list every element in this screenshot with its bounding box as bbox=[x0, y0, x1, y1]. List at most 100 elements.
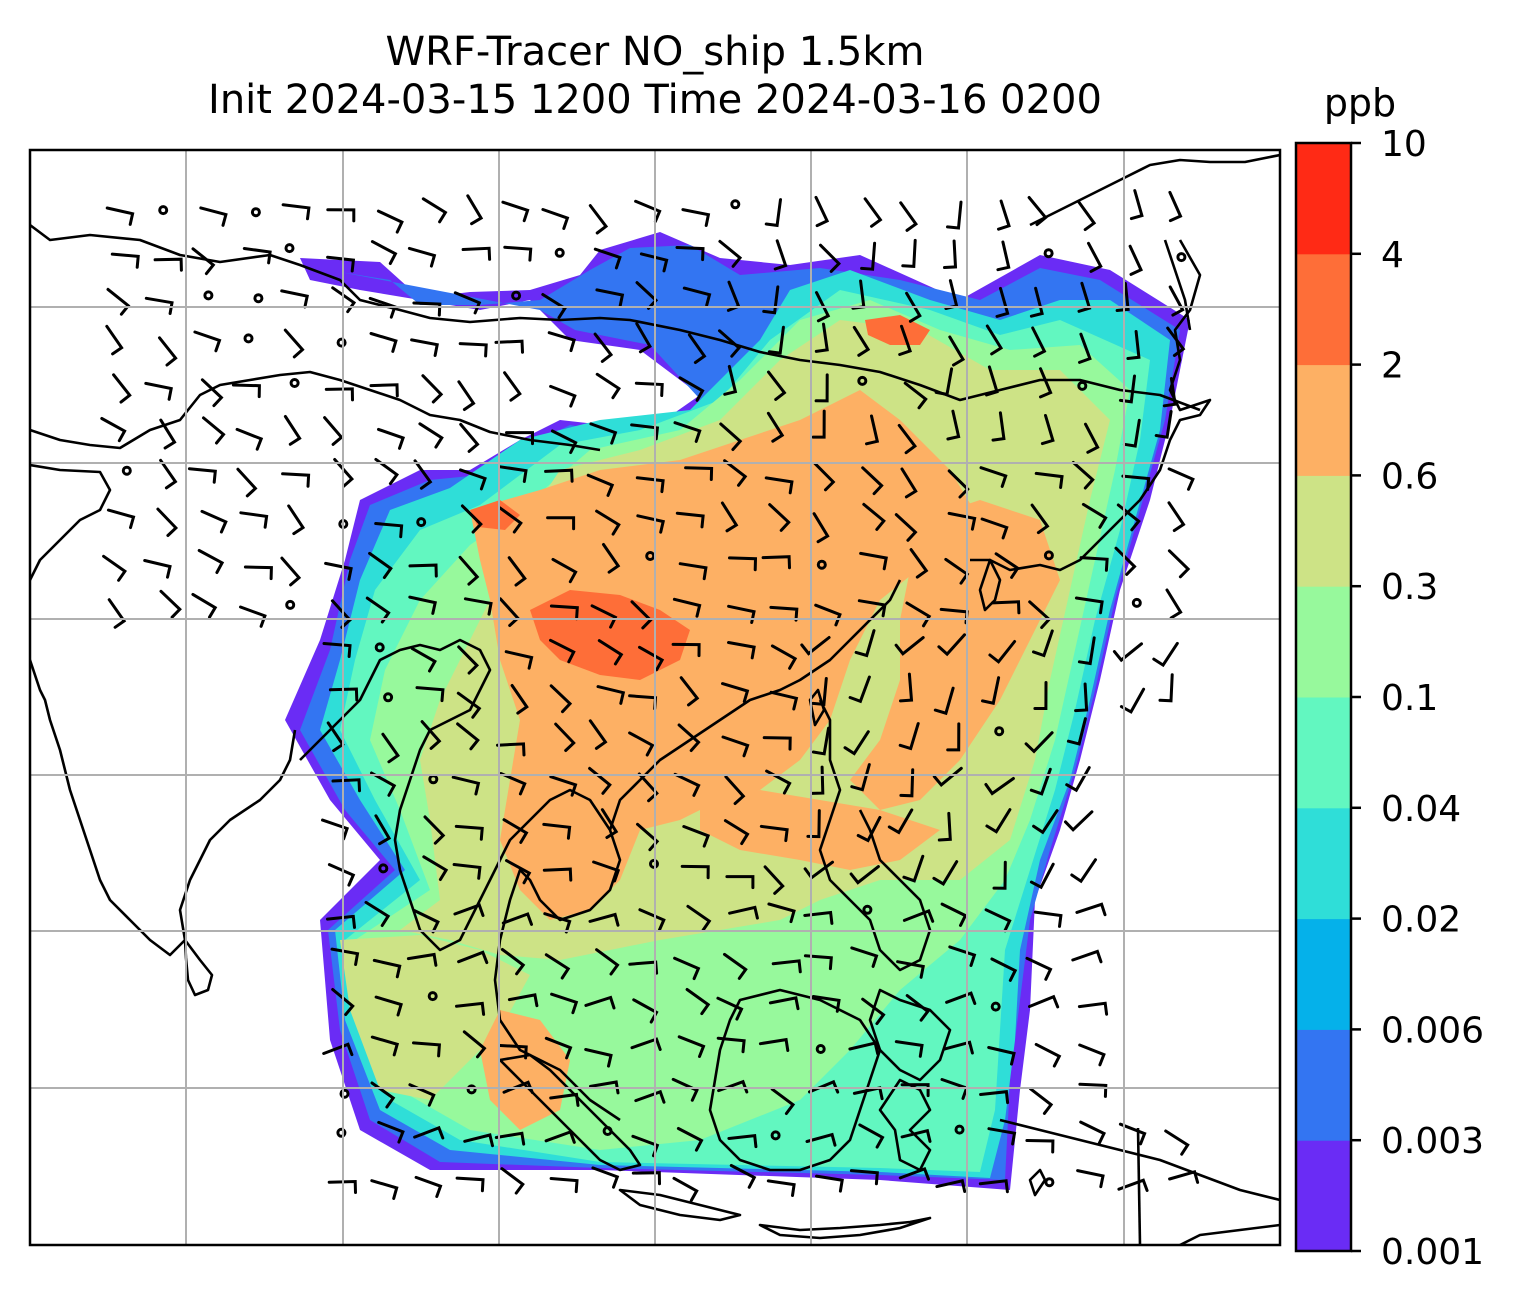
wind-barb bbox=[1168, 285, 1185, 317]
wind-barb bbox=[634, 381, 664, 397]
wind-barb bbox=[501, 912, 533, 926]
wind-barb bbox=[862, 502, 886, 531]
wind-barb bbox=[144, 381, 173, 401]
wind-barb bbox=[905, 994, 930, 1022]
colorbar-tick-label: 0.1 bbox=[1381, 678, 1438, 719]
wind-barb bbox=[1028, 994, 1060, 1009]
wind-barb bbox=[413, 459, 433, 490]
wind-barb bbox=[463, 1133, 494, 1148]
wind-barb bbox=[721, 682, 750, 704]
colorbar-segment bbox=[1296, 586, 1351, 698]
wind-barb bbox=[372, 958, 402, 979]
wind-barb bbox=[995, 286, 1010, 318]
wind-barb bbox=[422, 855, 449, 881]
wind-barb bbox=[544, 468, 574, 483]
wind-barb bbox=[153, 257, 183, 272]
wind-barb bbox=[457, 950, 489, 965]
wind-barb bbox=[370, 771, 397, 797]
wind-barb bbox=[1031, 326, 1047, 358]
wind-barb bbox=[1076, 1169, 1105, 1189]
wind-barb bbox=[459, 422, 480, 453]
wind-barb bbox=[374, 522, 404, 539]
wind-barb bbox=[854, 629, 876, 658]
wind-barb bbox=[1071, 949, 1103, 964]
wind-barb bbox=[988, 640, 1017, 664]
wind-barb bbox=[766, 411, 785, 443]
wind-barb bbox=[326, 914, 356, 929]
wind-barb bbox=[849, 1169, 879, 1186]
wind-barb bbox=[814, 322, 829, 353]
wind-barb bbox=[1029, 286, 1044, 318]
field-red-west bbox=[470, 500, 520, 530]
map-frame bbox=[28, 148, 1282, 1247]
coast-australia bbox=[1179, 1223, 1280, 1245]
wind-barb bbox=[547, 331, 576, 353]
wind-barb bbox=[407, 246, 437, 268]
wind-barb bbox=[1029, 767, 1052, 796]
wind-barb bbox=[813, 462, 836, 492]
coast-taiwan bbox=[978, 558, 1002, 612]
wind-barb bbox=[723, 819, 750, 846]
wind-barb bbox=[850, 763, 871, 792]
wind-barb bbox=[1033, 681, 1048, 710]
wind-barb bbox=[410, 338, 439, 357]
wind-barb bbox=[542, 822, 572, 840]
wind-barb bbox=[814, 373, 829, 403]
wind-barb bbox=[589, 422, 618, 445]
wind-barb bbox=[1071, 461, 1095, 490]
wind-barb bbox=[328, 687, 359, 702]
wind-barb bbox=[412, 301, 442, 317]
wind-barb bbox=[496, 742, 526, 757]
wind-barb bbox=[905, 291, 922, 323]
wind-barb bbox=[494, 1131, 526, 1146]
wind-barb bbox=[1074, 682, 1089, 713]
wind-barb bbox=[1118, 1122, 1147, 1146]
coast-inner-border bbox=[30, 463, 112, 581]
wind-barb bbox=[639, 252, 669, 273]
wind-barb bbox=[595, 948, 620, 976]
colorbar-tick-label: 0.02 bbox=[1381, 900, 1461, 941]
coast-lesser-sunda bbox=[758, 1216, 932, 1240]
wind-barb bbox=[903, 381, 928, 410]
wind-barb bbox=[729, 1164, 757, 1189]
colorbar-unit-label: ppb bbox=[1324, 81, 1396, 125]
wind-barb bbox=[1152, 641, 1179, 668]
calm-wind-marker bbox=[374, 642, 385, 653]
wind-barb bbox=[676, 1127, 704, 1152]
wind-barb bbox=[544, 1036, 573, 1060]
wind-barb bbox=[899, 768, 915, 798]
wind-barb bbox=[992, 860, 1007, 890]
wind-barb bbox=[551, 557, 578, 584]
wind-barb bbox=[501, 200, 530, 223]
wind-barb bbox=[458, 342, 488, 358]
wind-barb bbox=[421, 197, 448, 224]
wind-barb bbox=[502, 818, 529, 844]
wind-barb bbox=[632, 998, 659, 1024]
wind-barb bbox=[499, 772, 527, 796]
wind-barb bbox=[324, 387, 354, 402]
calm-wind-marker bbox=[1044, 1177, 1055, 1188]
wind-barb bbox=[675, 511, 705, 529]
wind-barb bbox=[766, 1179, 796, 1197]
calm-wind-marker bbox=[862, 904, 873, 915]
wind-barb bbox=[759, 824, 789, 843]
wind-barb bbox=[592, 860, 621, 883]
colorbar-segment bbox=[1296, 807, 1351, 920]
wind-barb bbox=[718, 329, 742, 358]
wind-barb bbox=[849, 865, 880, 885]
wind-barb bbox=[544, 953, 571, 980]
wind-barb bbox=[364, 900, 391, 927]
wind-barb bbox=[672, 597, 702, 618]
wind-barb bbox=[677, 723, 701, 752]
wind-barb bbox=[197, 549, 225, 574]
wind-barb bbox=[554, 722, 576, 752]
wind-barb bbox=[549, 604, 579, 621]
wind-barb bbox=[902, 909, 935, 923]
field-orange bbox=[470, 390, 980, 920]
wind-barb bbox=[376, 209, 404, 234]
wind-barb bbox=[462, 1030, 487, 1059]
wind-barb bbox=[937, 633, 966, 657]
wind-barb bbox=[420, 720, 442, 750]
wind-barb bbox=[455, 1001, 486, 1016]
wind-barb bbox=[857, 599, 887, 618]
